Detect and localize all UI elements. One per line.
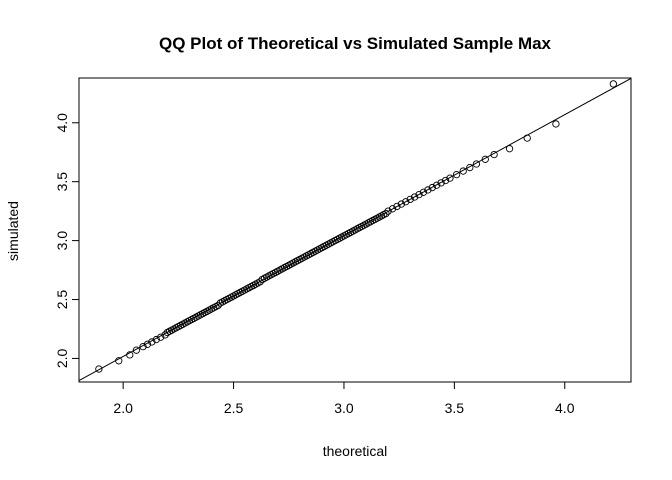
data-point bbox=[437, 179, 445, 187]
data-point bbox=[388, 205, 397, 213]
data-point bbox=[152, 335, 160, 344]
data-point bbox=[214, 301, 222, 310]
x-axis: 2.0 2.5 3.0 3.5 4.0 bbox=[113, 381, 575, 416]
data-point bbox=[132, 346, 141, 354]
data-point bbox=[139, 343, 147, 351]
y-tick-label: 4.0 bbox=[54, 113, 70, 133]
y-axis: 2.0 2.5 3.0 3.5 4.0 bbox=[54, 113, 80, 368]
data-point bbox=[446, 174, 454, 182]
data-point bbox=[161, 331, 169, 339]
data-point bbox=[552, 120, 560, 128]
data-point bbox=[466, 163, 474, 172]
data-point bbox=[148, 338, 156, 346]
data-point bbox=[424, 186, 432, 194]
data-point bbox=[115, 357, 123, 365]
y-axis-label: simulated bbox=[5, 201, 21, 261]
data-point bbox=[95, 365, 103, 373]
x-tick-label: 2.0 bbox=[113, 400, 133, 416]
data-point bbox=[505, 145, 514, 153]
y-tick-label: 2.0 bbox=[54, 348, 70, 368]
data-point bbox=[490, 150, 498, 159]
data-point bbox=[433, 181, 441, 189]
data-point bbox=[143, 340, 152, 348]
data-point bbox=[523, 134, 531, 142]
x-tick-label: 4.0 bbox=[555, 400, 575, 416]
data-point bbox=[256, 278, 264, 286]
data-points bbox=[95, 80, 617, 373]
data-point bbox=[397, 200, 406, 208]
data-point bbox=[157, 333, 165, 341]
data-point bbox=[406, 195, 414, 204]
data-point bbox=[452, 170, 461, 179]
y-tick-label: 3.5 bbox=[54, 172, 70, 192]
data-point bbox=[382, 209, 390, 218]
data-point bbox=[428, 183, 436, 192]
data-point bbox=[472, 160, 481, 168]
x-tick-label: 2.5 bbox=[224, 400, 244, 416]
data-point bbox=[441, 176, 450, 185]
data-point bbox=[126, 351, 134, 359]
x-axis-label: theoretical bbox=[323, 443, 388, 459]
data-point bbox=[393, 202, 401, 211]
y-tick-label: 2.5 bbox=[54, 290, 70, 310]
x-tick-label: 3.5 bbox=[445, 400, 465, 416]
data-point bbox=[402, 198, 410, 206]
chart-title: QQ Plot of Theoretical vs Simulated Samp… bbox=[159, 34, 552, 53]
data-point bbox=[384, 207, 392, 215]
data-point bbox=[415, 191, 423, 199]
y-tick-label: 3.0 bbox=[54, 231, 70, 251]
data-point bbox=[481, 155, 489, 163]
data-point bbox=[609, 80, 617, 88]
data-point bbox=[410, 193, 419, 201]
data-point bbox=[459, 167, 467, 175]
data-point bbox=[419, 188, 428, 196]
x-tick-label: 3.0 bbox=[334, 400, 354, 416]
